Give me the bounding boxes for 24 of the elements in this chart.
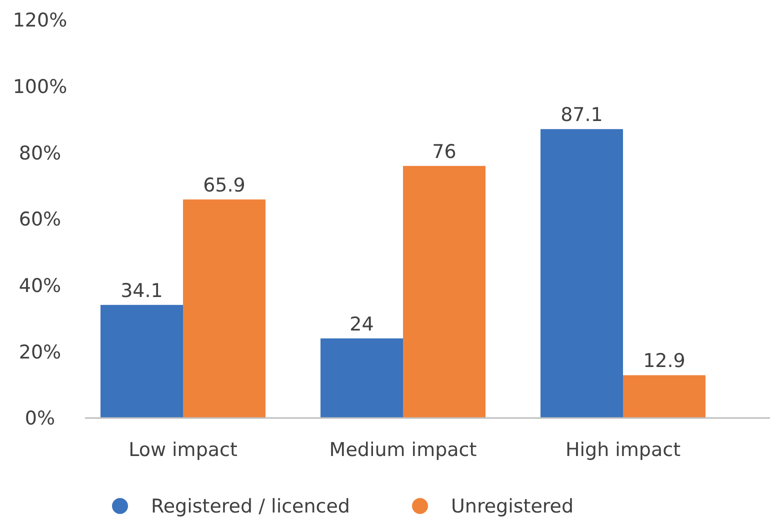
bar — [100, 304, 183, 418]
y-tick-label: 20% — [18, 341, 62, 364]
legend-label: Registered / licenced — [151, 496, 350, 518]
data-label: 76 — [432, 140, 456, 163]
legend-label: Unregistered — [451, 496, 574, 518]
bar — [540, 129, 623, 418]
x-tick-label: Low impact — [128, 439, 238, 461]
data-label: 65.9 — [203, 174, 246, 196]
y-tick-label: 120% — [12, 10, 68, 32]
y-tick-label: 0% — [24, 408, 56, 430]
x-tick-label: High impact — [565, 439, 681, 461]
data-label: 12.9 — [643, 350, 686, 372]
y-tick-label: 60% — [18, 208, 62, 231]
data-label: 87.1 — [560, 104, 603, 126]
y-tick-label: 100% — [12, 76, 68, 98]
data-label: 34.1 — [120, 280, 163, 302]
bar — [183, 199, 266, 418]
data-label: 24 — [350, 313, 374, 336]
bar — [403, 166, 486, 418]
y-tick-label: 80% — [18, 142, 62, 164]
bar — [320, 338, 403, 418]
y-tick-label: 40% — [18, 274, 62, 297]
x-tick-label: Medium impact — [329, 439, 477, 461]
bar — [623, 375, 706, 418]
